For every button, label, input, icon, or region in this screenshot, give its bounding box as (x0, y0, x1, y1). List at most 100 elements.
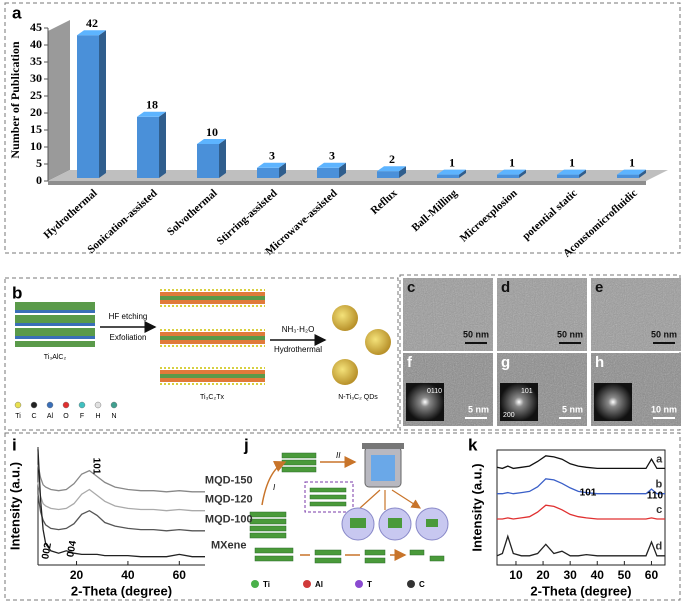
legend-label: Ti (15, 413, 21, 420)
caption: N-Ti₃C₂ QDs (338, 394, 378, 401)
bar-top (77, 30, 106, 36)
xrd-curve (37, 464, 205, 493)
x-tick-label: Solvothermal (165, 187, 220, 238)
bar-top (437, 169, 466, 175)
panel-box (4, 432, 681, 601)
annotation: 101 (580, 488, 597, 499)
micrograph-texture (591, 278, 681, 351)
legend-swatch (94, 401, 102, 409)
x-tick-label: 60 (645, 568, 659, 582)
bar-side (459, 169, 466, 178)
bar-side (639, 169, 646, 178)
panel-label: c (407, 279, 415, 296)
series-label: d (656, 541, 663, 553)
micrograph-texture (497, 278, 587, 351)
scale-label: 50 nm (463, 329, 489, 339)
legend-label: O (63, 413, 69, 420)
bar-front (317, 167, 339, 178)
scale-label: 50 nm (557, 329, 583, 339)
x-tick-label: 30 (563, 568, 577, 582)
caption: Ti₃AlC₂ (44, 354, 67, 361)
bar-top (257, 162, 286, 168)
fft-label: 0110 (427, 388, 442, 395)
legend-swatch (251, 580, 259, 588)
xrd-curve (37, 482, 205, 512)
micrographs: c 50 nm d 50 nm e 50 nm f 5 nm 0110 g 5 nm 101 200 h 1… (403, 278, 681, 426)
x-axis-label: 2-Theta (degree) (530, 583, 631, 598)
bar-top (377, 166, 406, 172)
bar (437, 169, 466, 178)
x-tick-label: 10 (509, 568, 523, 582)
legend-swatch (14, 401, 22, 409)
x-tick-label: 20 (70, 568, 84, 582)
plot-frame (496, 449, 666, 566)
x-tick-label: 40 (121, 568, 135, 582)
legend-label: C (31, 413, 36, 420)
value-label: 1 (569, 155, 575, 169)
panel-box (4, 277, 399, 431)
annotation: 101 (90, 458, 101, 475)
panel-label: g (501, 354, 510, 371)
y-tick-label: 0 (36, 173, 42, 187)
bar-top (497, 169, 526, 175)
panel-label: b (12, 283, 22, 302)
x-tick-label: Ball-Milling (409, 187, 460, 234)
caption: Ti₃C₂Tx (200, 394, 224, 401)
y-tick-label: 10 (30, 139, 42, 153)
legend-label: C (419, 580, 425, 589)
annotation: 002 (40, 541, 54, 560)
y-tick-label: 30 (30, 71, 42, 85)
fft-inset (500, 383, 538, 421)
panel-label: d (501, 279, 510, 296)
bar-front (257, 167, 279, 178)
x-tick-label: potential static (520, 187, 580, 242)
x-tick-label: 40 (591, 568, 605, 582)
x-tick-label: Stirring-assisted (214, 187, 279, 247)
bar-front (557, 174, 579, 178)
fft-label: 101 (521, 388, 533, 395)
micrograph-texture (403, 278, 493, 351)
fft-label: 200 (503, 412, 515, 419)
legend-swatch (407, 580, 415, 588)
legend-swatch (110, 401, 118, 409)
panel-box (399, 274, 681, 431)
series-label: b (656, 479, 663, 491)
step-label: I (273, 483, 276, 492)
legend-label: F (80, 413, 84, 420)
x-tick-label: 20 (536, 568, 550, 582)
bar (557, 169, 586, 178)
value-label: 3 (329, 149, 335, 163)
value-label: 18 (146, 98, 158, 112)
step-label: NH₃·H₂O (282, 325, 315, 334)
xrd-curve (497, 478, 665, 495)
value-label: 1 (449, 155, 455, 169)
panel-label: k (468, 435, 478, 454)
legend-label: N (111, 413, 116, 420)
bar-side (99, 30, 106, 179)
annotation: 110 (647, 491, 664, 502)
bar (497, 169, 526, 178)
series-label: a (656, 453, 663, 465)
bar-front (377, 171, 399, 178)
xrd-curve (496, 455, 665, 470)
x-tick-label: 50 (618, 568, 632, 582)
chart-floor-edge (48, 181, 646, 185)
y-tick-label: 20 (30, 105, 42, 119)
y-tick-label: 25 (30, 88, 42, 102)
legend-swatch (303, 580, 311, 588)
scale-label: 10 nm (651, 404, 677, 414)
annotation: 004 (65, 539, 79, 558)
xrd-curve (497, 504, 665, 520)
scale-label: 5 nm (468, 404, 489, 414)
legend-label: Al (315, 580, 323, 589)
legend-label: T (367, 580, 372, 589)
bar-side (399, 166, 406, 178)
bar-top (197, 139, 226, 144)
xrd-curve (496, 534, 665, 557)
legend-swatch (355, 580, 363, 588)
legend: Ti Al T C (251, 580, 425, 589)
series-label: MQD-100 (205, 514, 253, 526)
x-tick-label: Reflux (369, 187, 401, 217)
panel-label: h (595, 354, 604, 371)
value-label: 10 (206, 125, 218, 139)
